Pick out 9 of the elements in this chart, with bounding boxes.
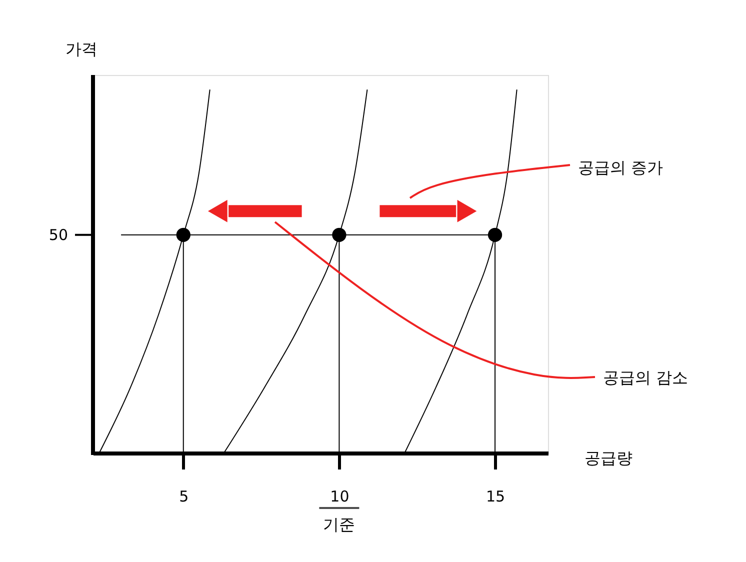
- x-tick-label: 10: [330, 488, 350, 506]
- x-tick-label: 15: [486, 488, 506, 506]
- text: 기준: [323, 515, 356, 534]
- text: 공급의 감소: [603, 368, 688, 387]
- text: 50: [48, 226, 68, 244]
- y-axis-title: 가격: [66, 40, 98, 58]
- x-tick-label: 5: [179, 488, 189, 506]
- text: 공급의 증가: [578, 158, 664, 177]
- x-axis-title: 공급량: [584, 448, 632, 468]
